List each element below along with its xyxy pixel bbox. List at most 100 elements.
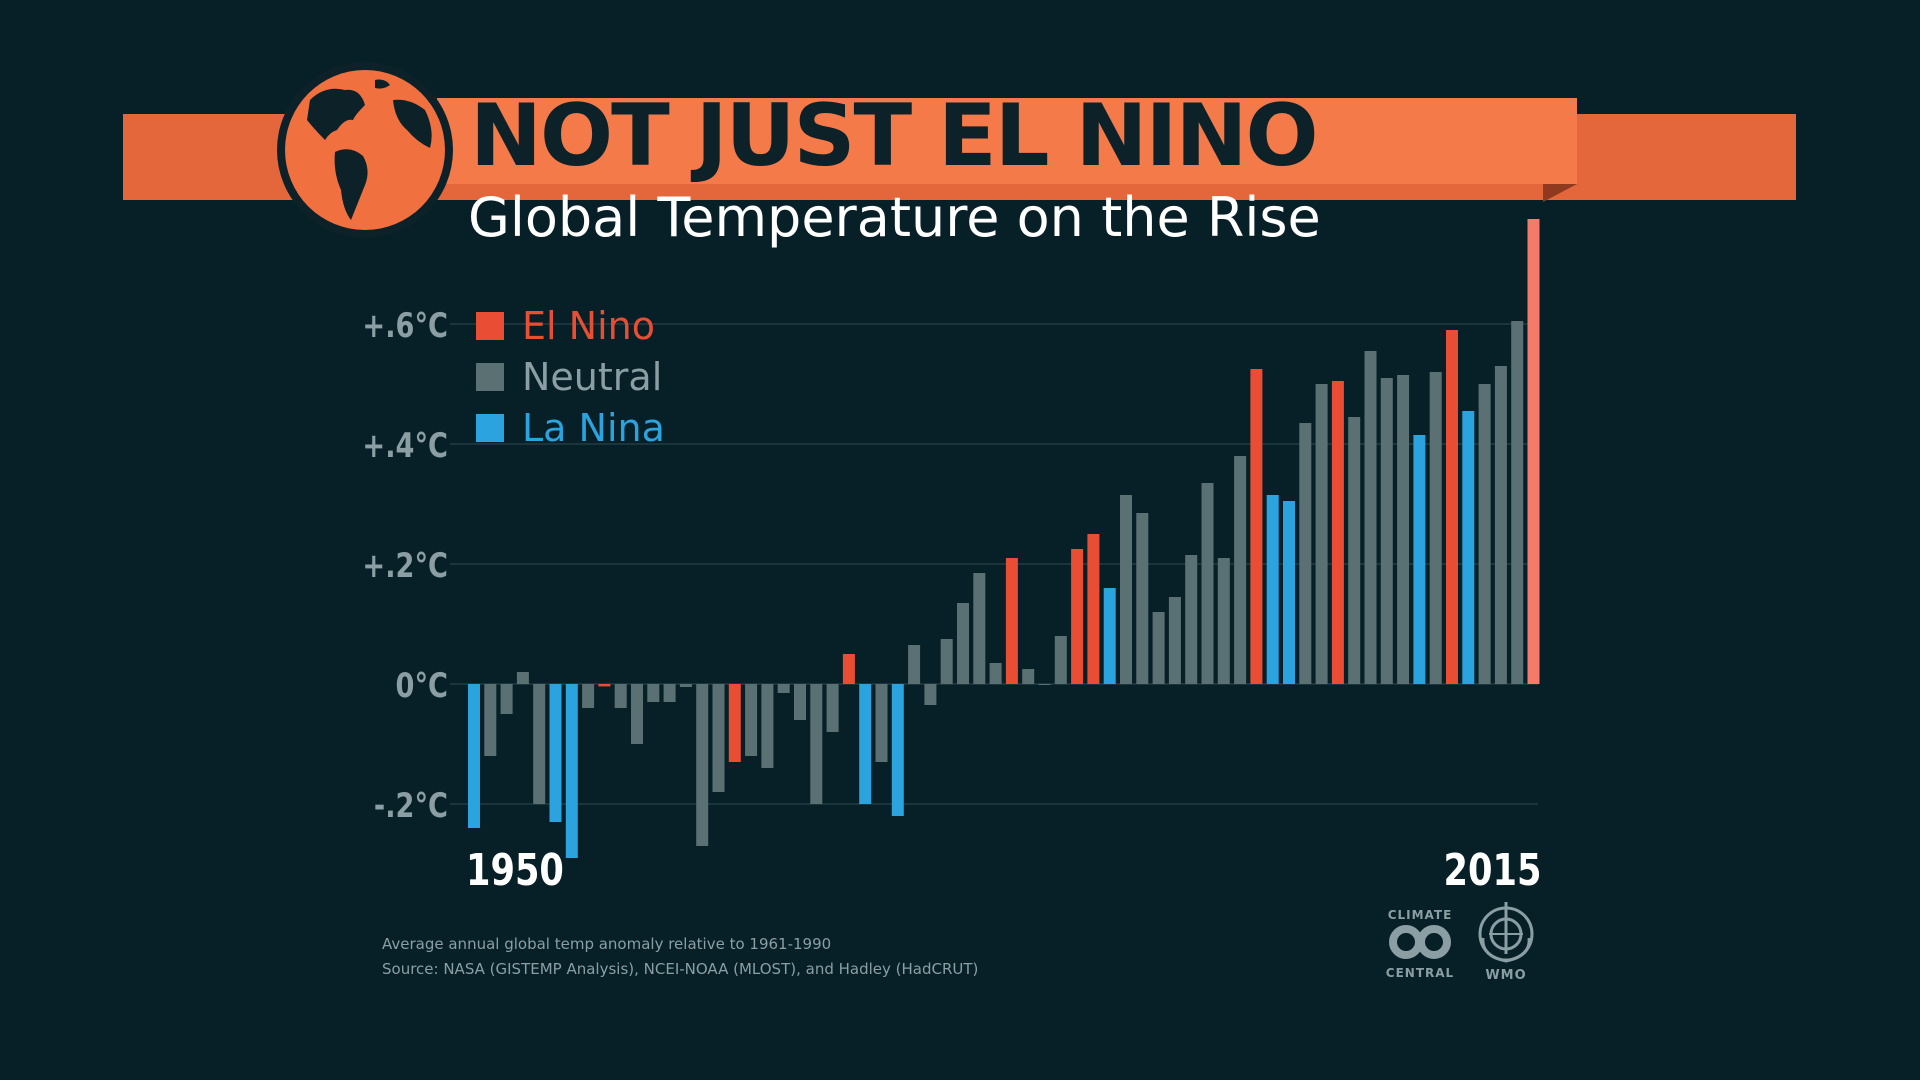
y-tick-label: +.4°C [362, 426, 448, 466]
x-label-1950: 1950 [466, 845, 564, 896]
bar-2009 [1429, 372, 1442, 684]
bar-2003 [1331, 381, 1344, 684]
climate-central-logo: CLIMATE CENTRAL [1382, 908, 1458, 980]
bar-2001 [1299, 423, 1312, 684]
legend-item-la-nina: La Nina [476, 402, 665, 453]
bar-1979 [940, 639, 953, 684]
bar-1968 [761, 684, 774, 768]
bar-2007 [1397, 375, 1410, 684]
bar-1959 [614, 684, 627, 708]
bar-2004 [1348, 417, 1361, 684]
bar-1953 [516, 672, 529, 684]
bar-1983 [1005, 558, 1018, 684]
bar-1965 [712, 684, 725, 792]
bar-1996 [1217, 558, 1230, 684]
legend-label-neutral: Neutral [522, 354, 663, 399]
bar-1956 [565, 684, 578, 858]
page-subtitle: Global Temperature on the Rise [468, 186, 1321, 249]
globe-icon [277, 62, 453, 238]
bar-2011 [1462, 411, 1475, 684]
bar-1987 [1071, 549, 1084, 684]
bar-1951 [484, 684, 497, 756]
bar-1964 [696, 684, 709, 846]
bar-1988 [1087, 534, 1100, 684]
bar-1966 [728, 684, 741, 762]
bar-2000 [1283, 501, 1295, 684]
wmo-emblem-icon [1478, 902, 1534, 963]
climate-central-top-text: CLIMATE [1387, 908, 1453, 922]
bar-1986 [1054, 636, 1067, 684]
note-source: Source: NASA (GISTEMP Analysis), NCEI-NO… [382, 960, 979, 978]
bar-1980 [957, 603, 969, 684]
legend: El Nino Neutral La Nina [476, 300, 665, 453]
chart-notes: Average annual global temp anomaly relat… [382, 932, 978, 982]
bar-1992 [1152, 612, 1165, 684]
bar-1998 [1250, 369, 1263, 684]
bar-1973 [842, 654, 855, 684]
bar-1954 [533, 684, 546, 804]
bar-2008 [1413, 435, 1426, 684]
bar-1978 [924, 684, 937, 705]
bar-1985 [1038, 684, 1051, 685]
bar-2014 [1511, 321, 1524, 684]
bar-1969 [777, 684, 790, 693]
note-description: Average annual global temp anomaly relat… [382, 935, 832, 953]
title-ribbon [437, 98, 1577, 184]
bar-2010 [1446, 330, 1458, 684]
y-tick-label: +.6°C [362, 306, 448, 346]
legend-item-el-nino: El Nino [476, 300, 665, 351]
climate-central-icon [1389, 925, 1451, 959]
ribbon-fold [1543, 184, 1577, 202]
page-title: NOT JUST EL NINO [470, 86, 1319, 186]
x-axis-labels: 1950 2015 [466, 845, 1542, 896]
bar-1970 [794, 684, 806, 720]
bar-1974 [859, 684, 872, 804]
bar-2013 [1494, 366, 1507, 684]
bar-1962 [663, 684, 676, 702]
y-tick-label: -.2°C [374, 786, 448, 826]
bar-1958 [598, 684, 611, 687]
bar-1967 [745, 684, 758, 756]
legend-swatch-el-nino [476, 311, 504, 340]
bar-1989 [1103, 588, 1116, 684]
bar-1957 [582, 684, 595, 708]
bar-1994 [1185, 555, 1198, 684]
bar-1960 [631, 684, 643, 744]
y-tick-label: +.2°C [362, 546, 448, 586]
bar-2015 [1527, 219, 1540, 684]
y-axis-labels: +.6°C +.4°C +.2°C 0°C -.2°C [362, 306, 448, 826]
legend-label-el-nino: El Nino [522, 303, 655, 348]
bar-1955 [549, 684, 562, 822]
bar-1977 [908, 645, 921, 684]
legend-swatch-la-nina [476, 413, 504, 442]
bars [468, 219, 1540, 858]
bar-1950 [468, 684, 480, 828]
bar-2006 [1380, 378, 1393, 684]
bar-1984 [1022, 669, 1035, 684]
climate-central-bottom-text: CENTRAL [1385, 966, 1455, 980]
bar-1975 [875, 684, 888, 762]
bar-1993 [1168, 597, 1181, 684]
bar-2012 [1478, 384, 1491, 684]
bar-1999 [1266, 495, 1279, 684]
legend-swatch-neutral [476, 362, 504, 391]
wmo-text: WMO [1485, 968, 1527, 983]
bar-1963 [679, 684, 692, 687]
bar-1982 [989, 663, 1002, 684]
bar-1991 [1136, 513, 1149, 684]
y-tick-label: 0°C [396, 666, 448, 706]
bar-1981 [973, 573, 986, 684]
bar-2002 [1315, 384, 1328, 684]
bar-1972 [826, 684, 839, 732]
bar-1976 [891, 684, 904, 816]
wmo-logo: WMO [1475, 898, 1537, 983]
bar-2005 [1364, 351, 1377, 684]
x-label-2015: 2015 [1444, 845, 1542, 896]
legend-item-neutral: Neutral [476, 351, 665, 402]
bar-1997 [1234, 456, 1247, 684]
legend-label-la-nina: La Nina [522, 405, 665, 450]
bar-1971 [810, 684, 823, 804]
bar-1961 [647, 684, 660, 702]
bar-1990 [1120, 495, 1132, 684]
